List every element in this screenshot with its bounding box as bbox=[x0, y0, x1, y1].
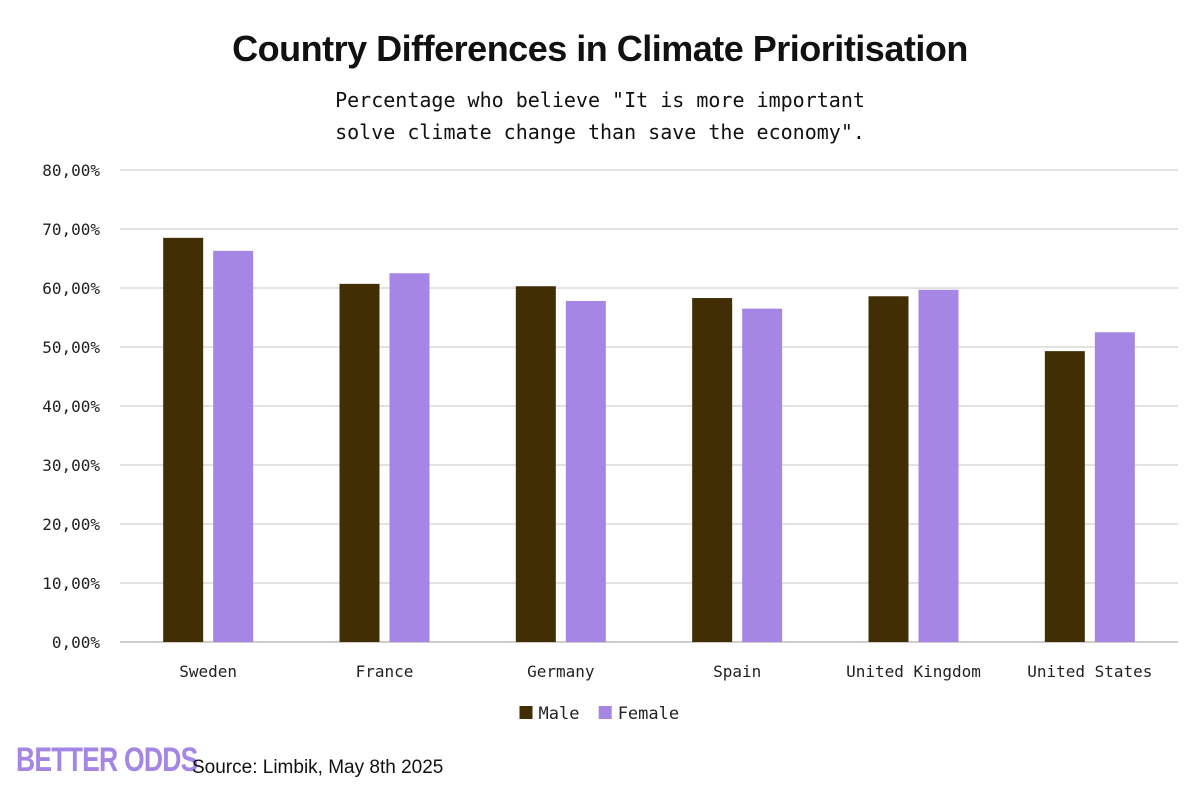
source-note: Source: Limbik, May 8th 2025 bbox=[192, 757, 444, 778]
y-tick-label: 10,00% bbox=[42, 574, 100, 593]
y-tick-label: 0,00% bbox=[52, 633, 101, 652]
bar-male bbox=[163, 237, 204, 642]
bar-male bbox=[868, 296, 909, 642]
bar-female bbox=[565, 300, 606, 642]
legend-label-female: Female bbox=[618, 704, 679, 724]
legend-label-male: Male bbox=[539, 704, 580, 724]
y-tick-label: 40,00% bbox=[42, 397, 100, 416]
x-tick-label: France bbox=[356, 662, 414, 681]
x-tick-label: Sweden bbox=[179, 662, 237, 681]
x-tick-label: United Kingdom bbox=[846, 662, 981, 681]
bar-male bbox=[515, 286, 556, 642]
y-tick-label: 70,00% bbox=[42, 220, 100, 239]
y-tick-label: 80,00% bbox=[42, 161, 100, 180]
x-tick-label: Germany bbox=[527, 662, 595, 681]
bar-female bbox=[1094, 332, 1135, 642]
chart-title: Country Differences in Climate Prioritis… bbox=[232, 28, 968, 69]
bar-female bbox=[213, 250, 254, 642]
y-tick-label: 50,00% bbox=[42, 338, 100, 357]
y-tick-label: 20,00% bbox=[42, 515, 100, 534]
bar-female bbox=[742, 308, 783, 642]
x-tick-label: United States bbox=[1027, 662, 1152, 681]
bar-male bbox=[1044, 351, 1085, 642]
bar-male bbox=[692, 298, 733, 642]
bar-female bbox=[918, 289, 959, 642]
y-tick-label: 60,00% bbox=[42, 279, 100, 298]
legend-swatch-female bbox=[598, 706, 612, 719]
better-odds-logo: BETTER ODDS bbox=[16, 741, 198, 779]
chart-subtitle: Percentage who believe "It is more impor… bbox=[335, 88, 865, 144]
x-tick-label: Spain bbox=[713, 662, 761, 681]
legend-swatch-male bbox=[519, 706, 533, 719]
bar-female bbox=[389, 273, 430, 642]
bar-male bbox=[339, 283, 380, 642]
y-tick-label: 30,00% bbox=[42, 456, 100, 475]
